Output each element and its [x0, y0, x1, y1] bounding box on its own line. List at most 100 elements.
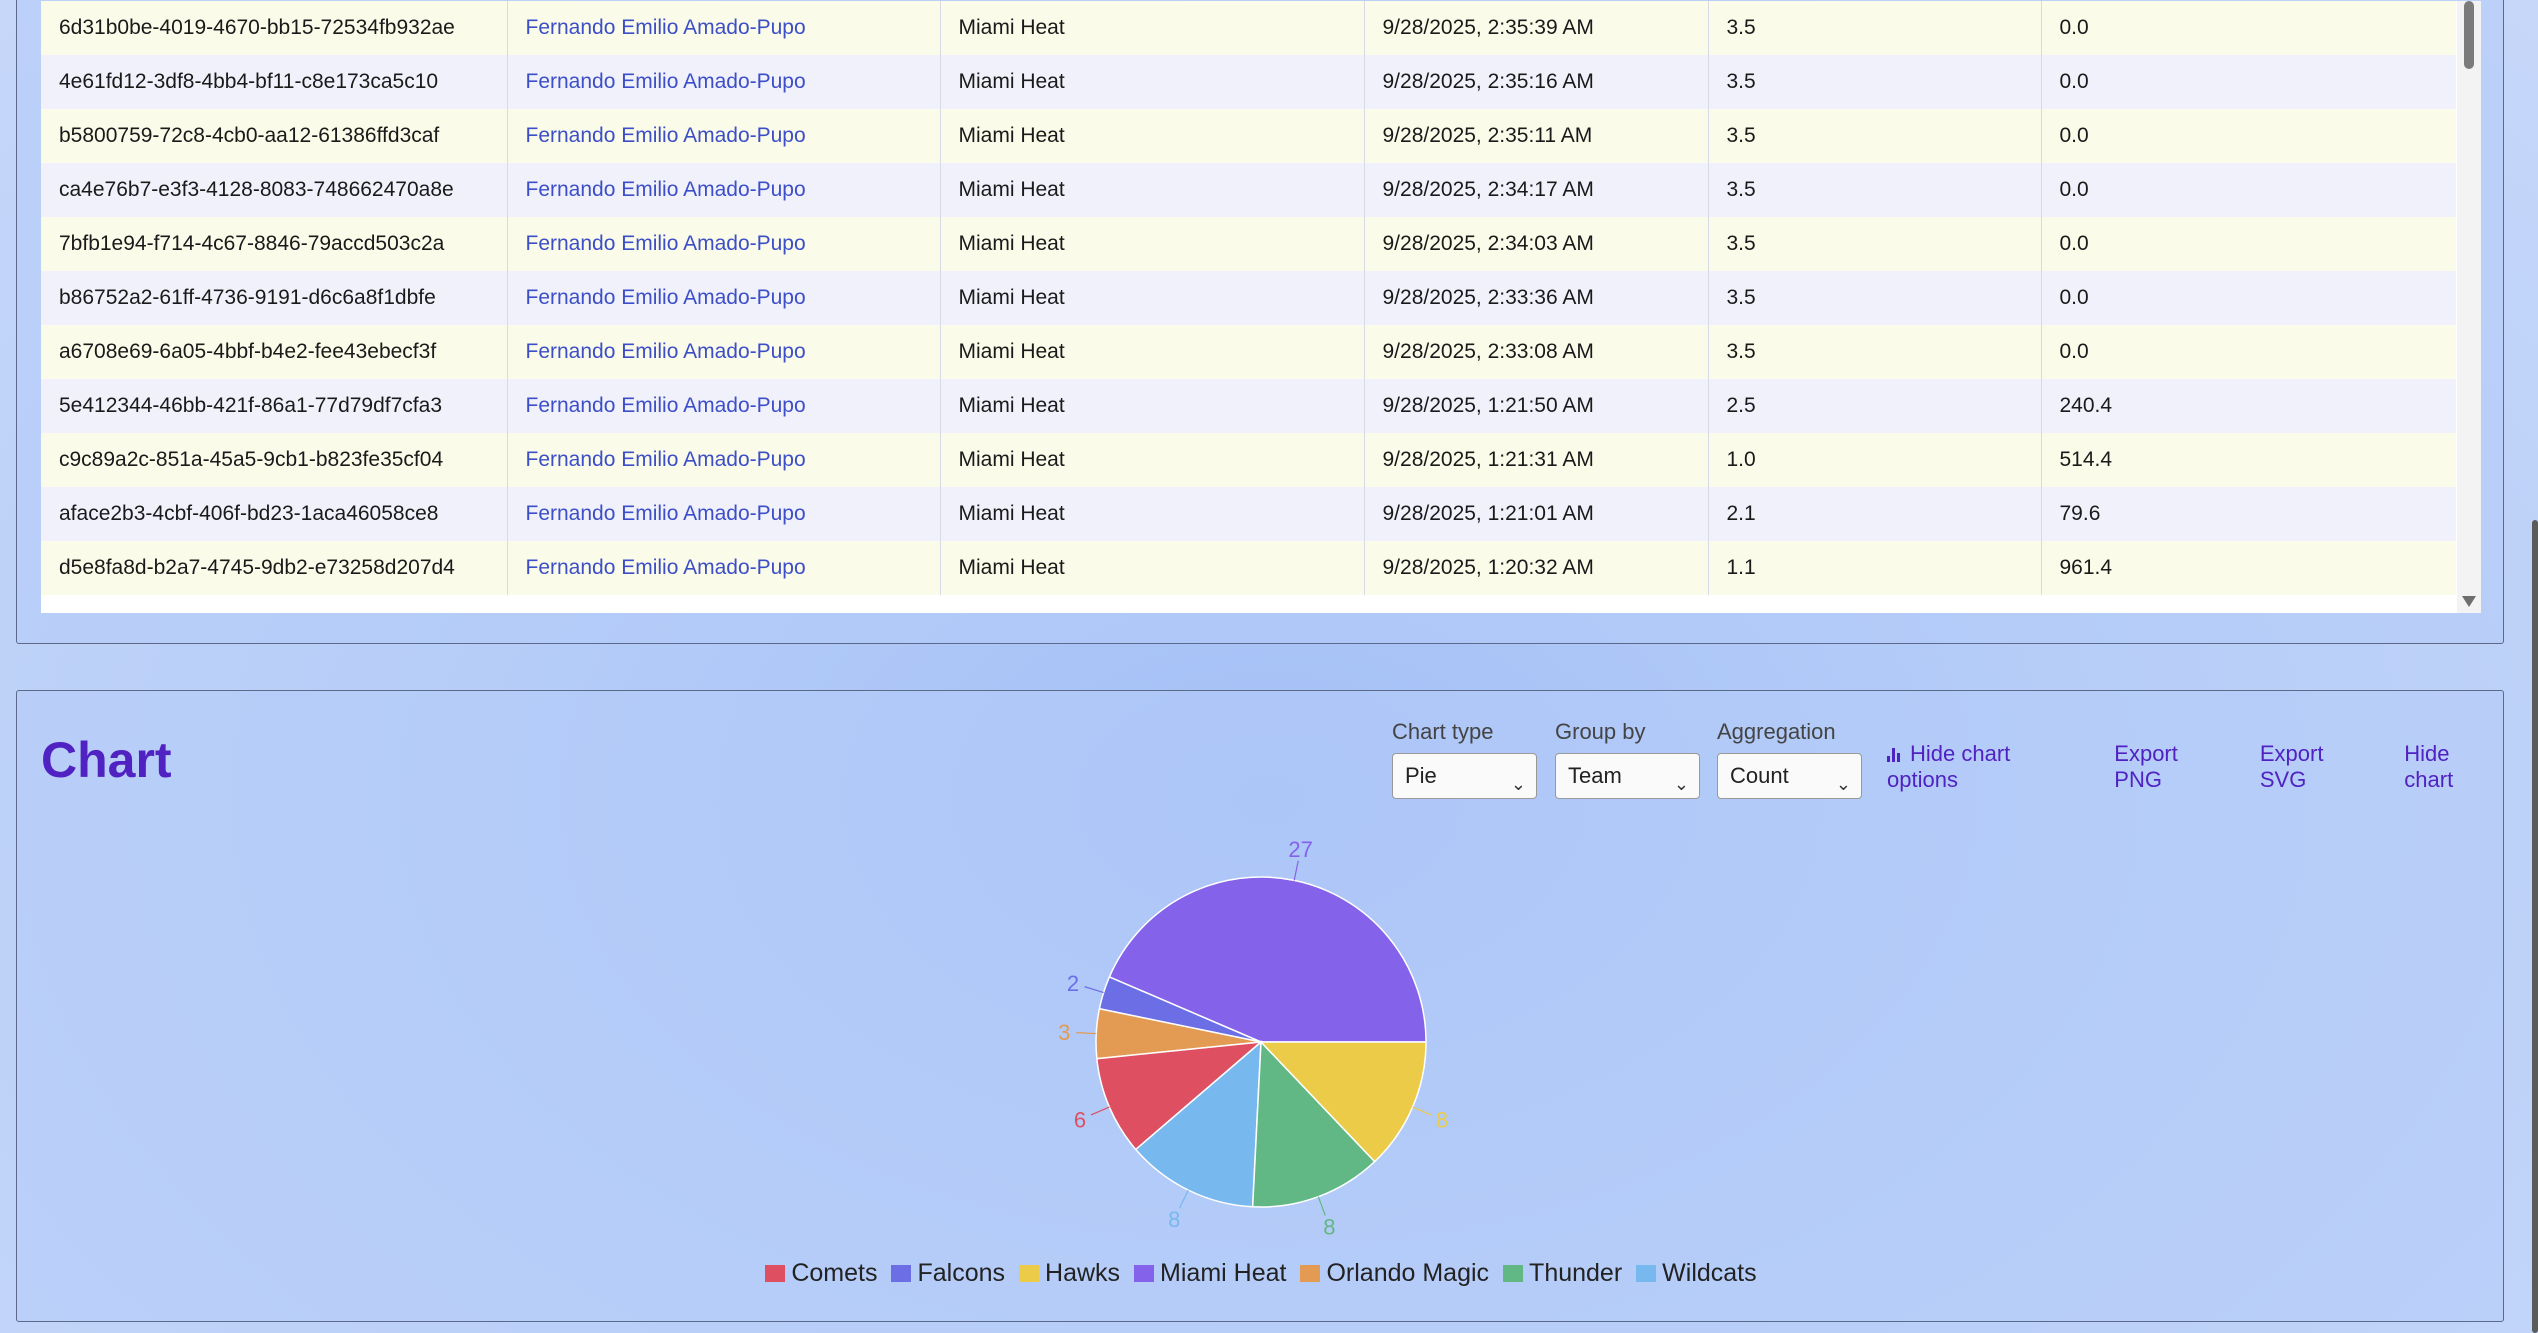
aggregation-select[interactable]: Count ⌄: [1717, 753, 1862, 799]
pie-label-line: [1090, 1106, 1110, 1116]
legend-item[interactable]: Miami Heat: [1134, 1259, 1286, 1288]
pie-slice[interactable]: [1096, 1041, 1264, 1151]
export-svg-button[interactable]: Export SVG: [2259, 741, 2324, 792]
chart-actions: Hide chart options Export PNG Export SVG…: [1887, 741, 2503, 793]
group-by-control: Group by Team ⌄: [1555, 719, 1700, 799]
legend-item[interactable]: Comets: [765, 1259, 877, 1288]
table-scrollbar-thumb[interactable]: [2464, 1, 2474, 69]
table-cell-id: b86752a2-61ff-4736-9191-d6c6a8f1dbfe: [41, 271, 508, 325]
table-cell-value2: 0.0: [2041, 1, 2456, 55]
table-row: 7bfb1e94-f714-4c67-8846-79accd503c2a Fern…: [41, 217, 2456, 271]
table-cell-id: a6708e69-6a05-4bbf-b4e2-fee43ebecf3f: [41, 325, 508, 379]
scroll-down-arrow-icon[interactable]: [2462, 596, 2476, 607]
chart-title: Chart: [41, 732, 172, 788]
table-row: aface2b3-4cbf-406f-bd23-1aca46058ce8 Fern…: [41, 487, 2456, 541]
table-row: 5e412344-46bb-421f-86a1-77d79df7cfa3 Fern…: [41, 379, 2456, 433]
player-link[interactable]: Fernando Emilio Amado-Pupo: [525, 178, 806, 201]
player-link[interactable]: Fernando Emilio Amado-Pupo: [525, 232, 806, 255]
player-link[interactable]: Fernando Emilio Amado-Pupo: [525, 448, 806, 471]
group-by-select[interactable]: Team ⌄: [1555, 753, 1700, 799]
legend-swatch: [1503, 1265, 1524, 1282]
pie-slice[interactable]: [1108, 876, 1427, 1043]
pie-label-line: [1084, 986, 1104, 994]
pie-data-label: 27: [1288, 837, 1312, 862]
chart-type-control: Chart type Pie ⌄: [1392, 719, 1537, 799]
table-cell-player: Fernando Emilio Amado-Pupo: [507, 109, 941, 163]
chart-type-value: Pie: [1405, 763, 1437, 788]
legend-item[interactable]: Falcons: [891, 1259, 1005, 1288]
legend-label: Comets: [791, 1259, 878, 1287]
legend-item[interactable]: Thunder: [1503, 1259, 1622, 1288]
table-cell-player: Fernando Emilio Amado-Pupo: [507, 1, 941, 55]
pie-data-label: 2: [1067, 971, 1079, 996]
table-cell-date: 9/28/2025, 2:35:16 AM: [1364, 55, 1709, 109]
legend-item[interactable]: Hawks: [1019, 1259, 1120, 1288]
table-cell-team: Miami Heat: [940, 217, 1365, 271]
table-cell-value2: 0.0: [2041, 271, 2456, 325]
hide-chart-button[interactable]: Hide chart: [2404, 741, 2454, 792]
legend-swatch: [1636, 1265, 1657, 1282]
pie-slice[interactable]: [1259, 1041, 1427, 1163]
aggregation-value: Count: [1730, 763, 1789, 788]
table-cell-value1: 2.1: [1708, 487, 2042, 541]
data-table: 6d31b0be-4019-4670-bb15-72534fb932ae Fern…: [41, 1, 2481, 613]
pie-slice[interactable]: [1134, 1040, 1262, 1208]
page-scrollbar-thumb[interactable]: [2532, 520, 2538, 1333]
legend-swatch: [1134, 1265, 1155, 1282]
table-cell-date: 9/28/2025, 2:34:03 AM: [1364, 217, 1709, 271]
chart-panel: Chart Chart type Pie ⌄ Group by Team ⌄ A…: [16, 690, 2504, 1322]
player-link[interactable]: Fernando Emilio Amado-Pupo: [525, 502, 806, 525]
table-row: ca4e76b7-e3f3-4128-8083-748662470a8e Fern…: [41, 163, 2456, 217]
table-cell-value1: 3.5: [1708, 325, 2042, 379]
table-cell-value2: 0.0: [2041, 109, 2456, 163]
table-row: 6d31b0be-4019-4670-bb15-72534fb932ae Fern…: [41, 1, 2456, 55]
table-cell-player: Fernando Emilio Amado-Pupo: [507, 433, 941, 487]
legend-label: Orlando Magic: [1326, 1259, 1490, 1287]
chevron-down-icon: ⌄: [1673, 774, 1689, 794]
table-scrollbar[interactable]: [2457, 1, 2481, 613]
chart-type-label: Chart type: [1392, 719, 1494, 744]
legend-label: Wildcats: [1662, 1259, 1757, 1287]
table-row: b5800759-72c8-4cb0-aa12-61386ffd3caf Fern…: [41, 109, 2456, 163]
table-cell-date: 9/28/2025, 1:21:01 AM: [1364, 487, 1709, 541]
player-link[interactable]: Fernando Emilio Amado-Pupo: [525, 286, 806, 309]
legend-item[interactable]: Orlando Magic: [1300, 1259, 1489, 1288]
table-cell-date: 9/28/2025, 2:34:17 AM: [1364, 163, 1709, 217]
table-cell-player: Fernando Emilio Amado-Pupo: [507, 541, 941, 595]
legend-label: Thunder: [1529, 1259, 1623, 1287]
player-link[interactable]: Fernando Emilio Amado-Pupo: [525, 340, 806, 363]
legend-label: Hawks: [1045, 1259, 1121, 1287]
table-cell-team: Miami Heat: [940, 109, 1365, 163]
pie-slice[interactable]: [1251, 1040, 1376, 1208]
hide-chart-options-button[interactable]: Hide chart options: [1887, 741, 2084, 793]
table-cell-player: Fernando Emilio Amado-Pupo: [507, 379, 941, 433]
aggregation-label: Aggregation: [1717, 719, 1836, 744]
chart-legend: Comets Falcons Hawks Miami Heat Orlando Magi…: [17, 1259, 2505, 1288]
legend-item[interactable]: Wildcats: [1636, 1259, 1757, 1288]
table-cell-team: Miami Heat: [940, 325, 1365, 379]
table-cell-date: 9/28/2025, 2:35:39 AM: [1364, 1, 1709, 55]
pie-data-label: 6: [1074, 1108, 1086, 1133]
table-cell-value2: 0.0: [2041, 217, 2456, 271]
table-cell-id: aface2b3-4cbf-406f-bd23-1aca46058ce8: [41, 487, 508, 541]
table-cell-date: 9/28/2025, 1:21:31 AM: [1364, 433, 1709, 487]
table-cell-id: c9c89a2c-851a-45a5-9cb1-b823fe35cf04: [41, 433, 508, 487]
table-cell-id: ca4e76b7-e3f3-4128-8083-748662470a8e: [41, 163, 508, 217]
player-link[interactable]: Fernando Emilio Amado-Pupo: [525, 16, 806, 39]
export-png-button[interactable]: Export PNG: [2114, 741, 2178, 792]
table-cell-team: Miami Heat: [940, 541, 1365, 595]
player-link[interactable]: Fernando Emilio Amado-Pupo: [525, 124, 806, 147]
legend-swatch: [1300, 1265, 1321, 1282]
table-cell-value1: 3.5: [1708, 217, 2042, 271]
pie-label-line: [1412, 1106, 1432, 1116]
table-row: b86752a2-61ff-4736-9191-d6c6a8f1dbfe Fern…: [41, 271, 2456, 325]
table-cell-date: 9/28/2025, 1:20:32 AM: [1364, 541, 1709, 595]
player-link[interactable]: Fernando Emilio Amado-Pupo: [525, 556, 806, 579]
chart-type-select[interactable]: Pie ⌄: [1392, 753, 1537, 799]
player-link[interactable]: Fernando Emilio Amado-Pupo: [525, 394, 806, 417]
table-cell-value1: 3.5: [1708, 109, 2042, 163]
table-cell-date: 9/28/2025, 1:21:50 AM: [1364, 379, 1709, 433]
hide-chart-options-label: Hide chart options: [1887, 741, 2011, 792]
player-link[interactable]: Fernando Emilio Amado-Pupo: [525, 70, 806, 93]
table-cell-player: Fernando Emilio Amado-Pupo: [507, 325, 941, 379]
